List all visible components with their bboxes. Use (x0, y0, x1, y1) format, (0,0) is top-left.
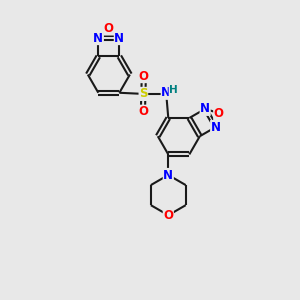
Text: S: S (139, 87, 148, 101)
Text: O: O (139, 70, 149, 83)
Text: O: O (163, 209, 173, 222)
Text: O: O (214, 107, 224, 120)
Text: O: O (104, 22, 114, 35)
Text: N: N (114, 32, 124, 44)
Text: N: N (200, 102, 210, 115)
Text: N: N (161, 86, 171, 99)
Text: O: O (138, 105, 148, 118)
Text: N: N (93, 32, 103, 44)
Text: N: N (163, 169, 173, 182)
Text: N: N (211, 121, 221, 134)
Text: H: H (169, 85, 178, 95)
